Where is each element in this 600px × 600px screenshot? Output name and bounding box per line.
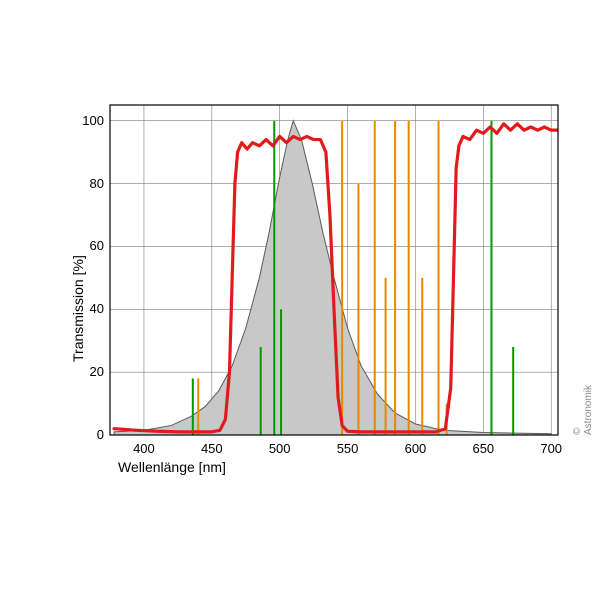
y-tick-label: 60 [90,238,104,253]
chart-svg [0,0,600,600]
x-tick-label: 500 [265,441,295,456]
y-axis-label: Transmission [%] [70,256,86,363]
y-tick-label: 20 [90,364,104,379]
y-tick-label: 40 [90,301,104,316]
x-tick-label: 400 [129,441,159,456]
x-tick-label: 600 [400,441,430,456]
y-tick-label: 100 [82,113,104,128]
x-tick-label: 450 [197,441,227,456]
x-tick-label: 700 [536,441,566,456]
x-tick-label: 650 [468,441,498,456]
y-tick-label: 0 [97,427,104,442]
copyright-credit: © Astronomik [572,385,594,435]
x-tick-label: 550 [333,441,363,456]
x-axis-label: Wellenlänge [nm] [118,459,226,475]
y-tick-label: 80 [90,176,104,191]
chart-frame: Wellenlänge [nm] Transmission [%] © Astr… [0,0,600,600]
